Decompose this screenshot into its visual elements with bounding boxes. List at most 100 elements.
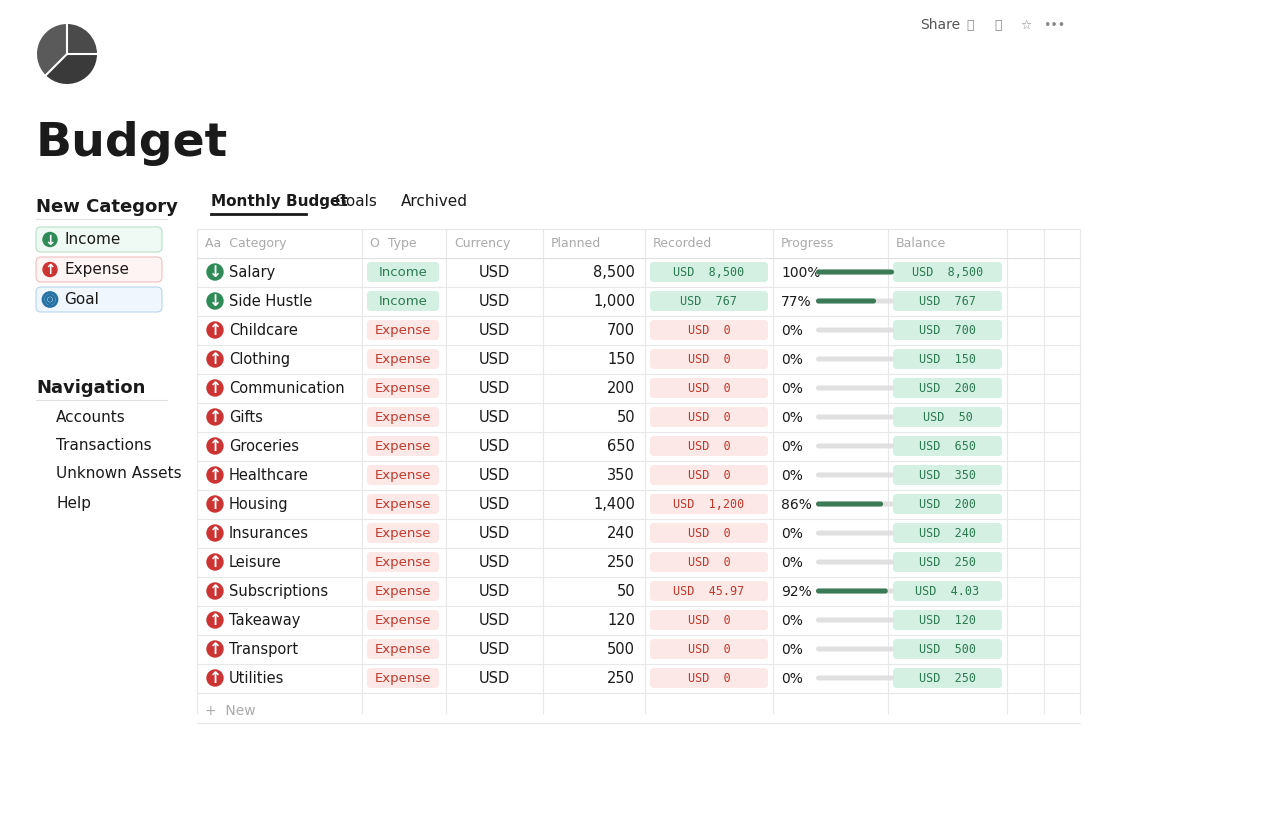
Text: Transport: Transport [229, 642, 298, 657]
Text: Currency: Currency [454, 237, 511, 251]
Text: 250: 250 [607, 671, 635, 686]
Circle shape [207, 351, 223, 367]
Text: ☆: ☆ [1020, 19, 1032, 32]
FancyBboxPatch shape [817, 647, 893, 652]
Text: Housing: Housing [229, 497, 288, 512]
Text: Expense: Expense [375, 382, 431, 395]
Text: Goal: Goal [64, 292, 99, 307]
FancyBboxPatch shape [893, 263, 1002, 283]
Text: Expense: Expense [375, 469, 431, 482]
FancyBboxPatch shape [650, 639, 768, 659]
FancyBboxPatch shape [817, 618, 893, 623]
FancyBboxPatch shape [893, 437, 1002, 457]
Circle shape [207, 265, 223, 280]
Text: Insurances: Insurances [229, 526, 308, 541]
Text: USD  0: USD 0 [687, 614, 731, 627]
FancyBboxPatch shape [367, 379, 439, 399]
Wedge shape [46, 55, 97, 85]
Circle shape [44, 263, 58, 277]
Text: •••: ••• [1043, 19, 1065, 32]
Text: 120: 120 [607, 613, 635, 628]
FancyBboxPatch shape [893, 495, 1002, 514]
FancyBboxPatch shape [650, 437, 768, 457]
FancyBboxPatch shape [367, 292, 439, 312]
FancyBboxPatch shape [650, 668, 768, 688]
Circle shape [49, 299, 51, 302]
FancyBboxPatch shape [650, 408, 768, 428]
FancyBboxPatch shape [893, 668, 1002, 688]
Text: 200: 200 [607, 381, 635, 396]
Text: USD  650: USD 650 [919, 440, 977, 453]
Text: USD  120: USD 120 [919, 614, 977, 627]
Circle shape [207, 323, 223, 338]
FancyBboxPatch shape [367, 581, 439, 601]
FancyBboxPatch shape [817, 299, 893, 304]
Text: 0%: 0% [781, 381, 803, 395]
FancyBboxPatch shape [367, 437, 439, 457]
Text: USD  1,200: USD 1,200 [673, 498, 745, 511]
Text: USD  0: USD 0 [687, 469, 731, 482]
FancyBboxPatch shape [817, 502, 883, 507]
FancyBboxPatch shape [367, 495, 439, 514]
Text: ↑: ↑ [209, 584, 221, 599]
FancyBboxPatch shape [893, 581, 1002, 601]
Text: Subscriptions: Subscriptions [229, 584, 328, 599]
Wedge shape [37, 25, 67, 76]
FancyBboxPatch shape [650, 495, 768, 514]
Text: Expense: Expense [375, 643, 431, 656]
FancyBboxPatch shape [367, 668, 439, 688]
Circle shape [207, 294, 223, 309]
Text: 150: 150 [607, 352, 635, 367]
FancyBboxPatch shape [893, 552, 1002, 572]
Text: USD  0: USD 0 [687, 556, 731, 569]
Text: USD  767: USD 767 [919, 295, 977, 308]
FancyBboxPatch shape [650, 581, 768, 601]
Text: Planned: Planned [550, 237, 602, 251]
Text: 700: 700 [607, 323, 635, 338]
Text: USD: USD [479, 410, 511, 425]
Text: Leisure: Leisure [229, 555, 282, 570]
Circle shape [207, 612, 223, 629]
Text: Clothing: Clothing [229, 352, 291, 367]
Circle shape [207, 525, 223, 542]
Text: Progress: Progress [781, 237, 835, 251]
Text: USD  0: USD 0 [687, 382, 731, 395]
Text: Accounts: Accounts [56, 410, 125, 425]
FancyBboxPatch shape [650, 379, 768, 399]
FancyBboxPatch shape [817, 676, 893, 681]
Text: 0%: 0% [781, 643, 803, 656]
FancyBboxPatch shape [817, 386, 893, 391]
Text: 0%: 0% [781, 672, 803, 686]
Text: USD  50: USD 50 [923, 411, 973, 424]
Text: 650: 650 [607, 439, 635, 454]
Text: Help: Help [56, 496, 91, 511]
Text: Goals: Goals [334, 194, 376, 209]
Text: Takeaway: Takeaway [229, 613, 301, 628]
Text: USD  200: USD 200 [919, 382, 977, 395]
Text: 86%: 86% [781, 497, 812, 511]
Circle shape [207, 554, 223, 571]
Text: 50: 50 [617, 410, 635, 425]
FancyBboxPatch shape [650, 523, 768, 543]
Text: 0%: 0% [781, 323, 803, 337]
Text: ↑: ↑ [209, 410, 221, 425]
FancyBboxPatch shape [367, 263, 439, 283]
Text: ↑: ↑ [209, 526, 221, 541]
FancyBboxPatch shape [650, 292, 768, 312]
Text: Side Hustle: Side Hustle [229, 294, 312, 309]
Text: 1,400: 1,400 [593, 497, 635, 512]
Text: USD: USD [479, 613, 511, 628]
Text: USD: USD [479, 555, 511, 570]
Text: 92%: 92% [781, 585, 812, 598]
Text: 240: 240 [607, 526, 635, 541]
FancyBboxPatch shape [817, 589, 888, 594]
Text: USD: USD [479, 265, 511, 280]
Circle shape [207, 670, 223, 686]
Text: Transactions: Transactions [56, 438, 151, 453]
Text: 0%: 0% [781, 439, 803, 453]
Text: USD  8,500: USD 8,500 [673, 266, 745, 280]
Circle shape [207, 409, 223, 425]
Text: USD  45.97: USD 45.97 [673, 585, 745, 598]
Text: 500: 500 [607, 642, 635, 657]
Text: ↑: ↑ [209, 613, 221, 628]
